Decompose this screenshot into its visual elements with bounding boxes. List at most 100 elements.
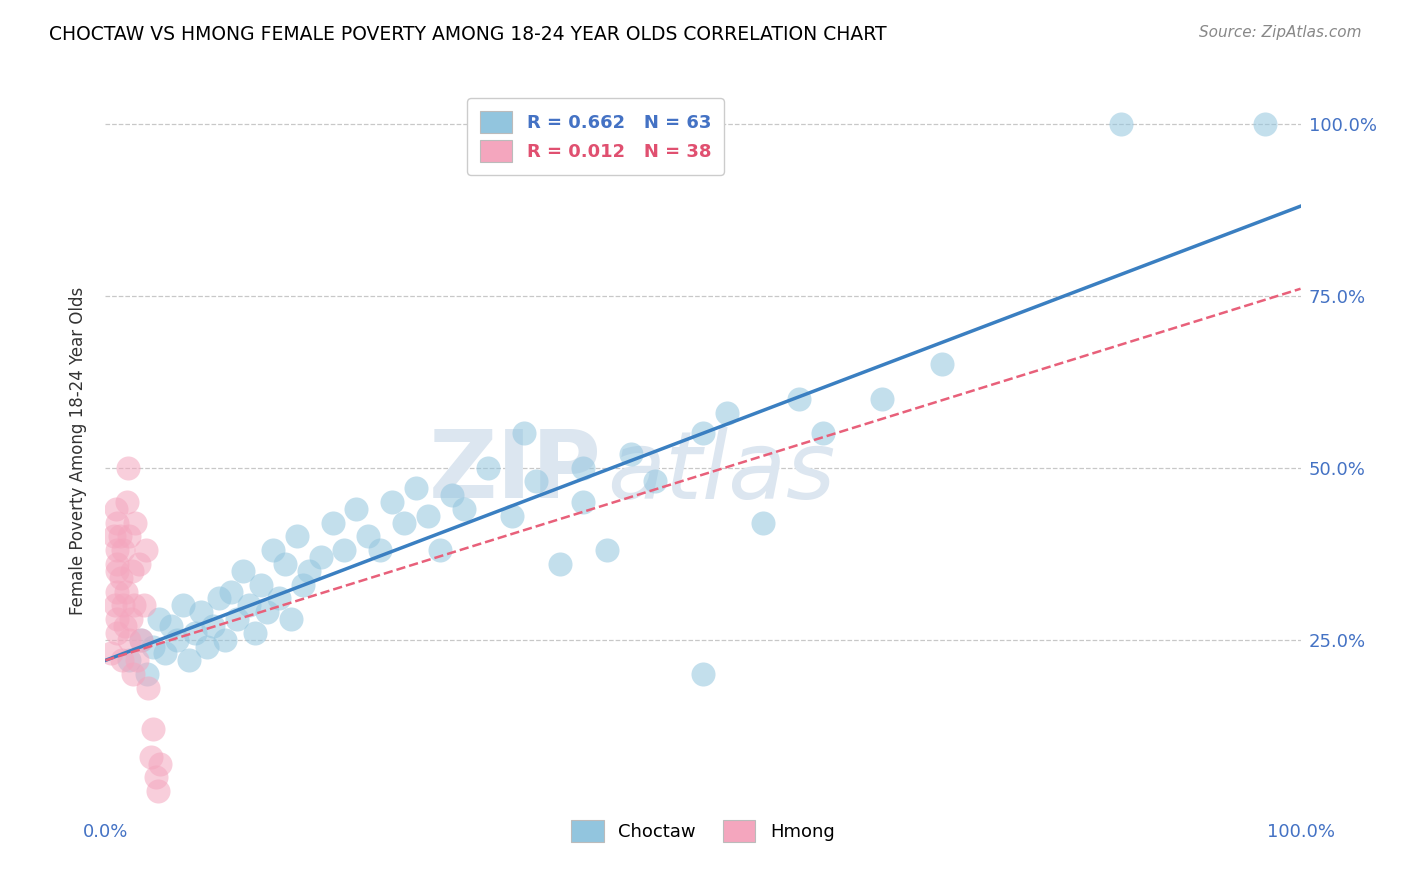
Point: [117, 460, 139, 475]
Point: [118, 529, 141, 543]
Point: [440, 488, 463, 502]
Point: [145, 770, 167, 784]
Point: [357, 529, 380, 543]
Point: [107, 557, 129, 571]
Point: [751, 516, 773, 530]
Point: [172, 599, 194, 613]
Point: [142, 722, 165, 736]
Point: [572, 460, 595, 475]
Point: [298, 564, 321, 578]
Point: [122, 667, 145, 681]
Text: atlas: atlas: [607, 426, 835, 517]
Point: [135, 543, 157, 558]
Point: [208, 591, 231, 606]
Point: [620, 447, 643, 461]
Point: [118, 653, 141, 667]
Point: [811, 426, 834, 441]
Point: [166, 632, 188, 647]
Point: [644, 475, 666, 489]
Point: [184, 625, 207, 640]
Point: [148, 612, 170, 626]
Point: [104, 599, 127, 613]
Point: [572, 495, 595, 509]
Point: [100, 647, 122, 661]
Point: [136, 667, 159, 681]
Point: [214, 632, 236, 647]
Legend: Choctaw, Hmong: Choctaw, Hmong: [564, 814, 842, 850]
Point: [524, 475, 547, 489]
Point: [225, 612, 249, 626]
Point: [596, 543, 619, 558]
Point: [114, 619, 136, 633]
Y-axis label: Female Poverty Among 18-24 Year Olds: Female Poverty Among 18-24 Year Olds: [69, 286, 87, 615]
Point: [160, 619, 183, 633]
Point: [1111, 117, 1133, 131]
Point: [267, 591, 290, 606]
Point: [107, 516, 129, 530]
Point: [256, 605, 278, 619]
Point: [105, 502, 128, 516]
Point: [149, 756, 172, 771]
Point: [381, 495, 404, 509]
Point: [333, 543, 356, 558]
Point: [139, 749, 162, 764]
Point: [1254, 117, 1277, 131]
Point: [250, 577, 273, 591]
Point: [114, 584, 136, 599]
Point: [122, 599, 145, 613]
Point: [931, 358, 953, 372]
Point: [125, 653, 148, 667]
Point: [273, 557, 295, 571]
Point: [103, 529, 125, 543]
Point: [142, 640, 165, 654]
Point: [190, 605, 212, 619]
Point: [219, 584, 242, 599]
Point: [132, 599, 155, 613]
Point: [280, 612, 302, 626]
Point: [232, 564, 254, 578]
Point: [285, 529, 308, 543]
Point: [238, 599, 260, 613]
Point: [405, 481, 427, 495]
Point: [153, 647, 177, 661]
Point: [107, 543, 129, 558]
Point: [501, 508, 523, 523]
Point: [111, 653, 134, 667]
Point: [128, 557, 150, 571]
Point: [429, 543, 451, 558]
Point: [392, 516, 416, 530]
Point: [195, 640, 218, 654]
Point: [107, 564, 129, 578]
Point: [291, 577, 314, 591]
Point: [110, 571, 132, 585]
Point: [107, 625, 129, 640]
Point: [692, 426, 714, 441]
Point: [129, 632, 153, 647]
Point: [202, 619, 225, 633]
Point: [418, 508, 440, 523]
Point: [787, 392, 810, 406]
Text: ZIP: ZIP: [429, 426, 602, 518]
Point: [692, 667, 714, 681]
Point: [108, 529, 131, 543]
Point: [309, 550, 332, 565]
Point: [548, 557, 571, 571]
Point: [453, 502, 475, 516]
Point: [368, 543, 391, 558]
Point: [146, 784, 169, 798]
Point: [243, 625, 266, 640]
Point: [262, 543, 284, 558]
Point: [124, 516, 146, 530]
Point: [107, 612, 129, 626]
Text: CHOCTAW VS HMONG FEMALE POVERTY AMONG 18-24 YEAR OLDS CORRELATION CHART: CHOCTAW VS HMONG FEMALE POVERTY AMONG 18…: [49, 25, 887, 44]
Point: [120, 612, 142, 626]
Point: [177, 653, 201, 667]
Point: [716, 406, 738, 420]
Point: [872, 392, 894, 406]
Point: [138, 681, 160, 695]
Point: [115, 495, 138, 509]
Point: [321, 516, 344, 530]
Point: [112, 599, 135, 613]
Point: [129, 632, 153, 647]
Point: [346, 502, 368, 516]
